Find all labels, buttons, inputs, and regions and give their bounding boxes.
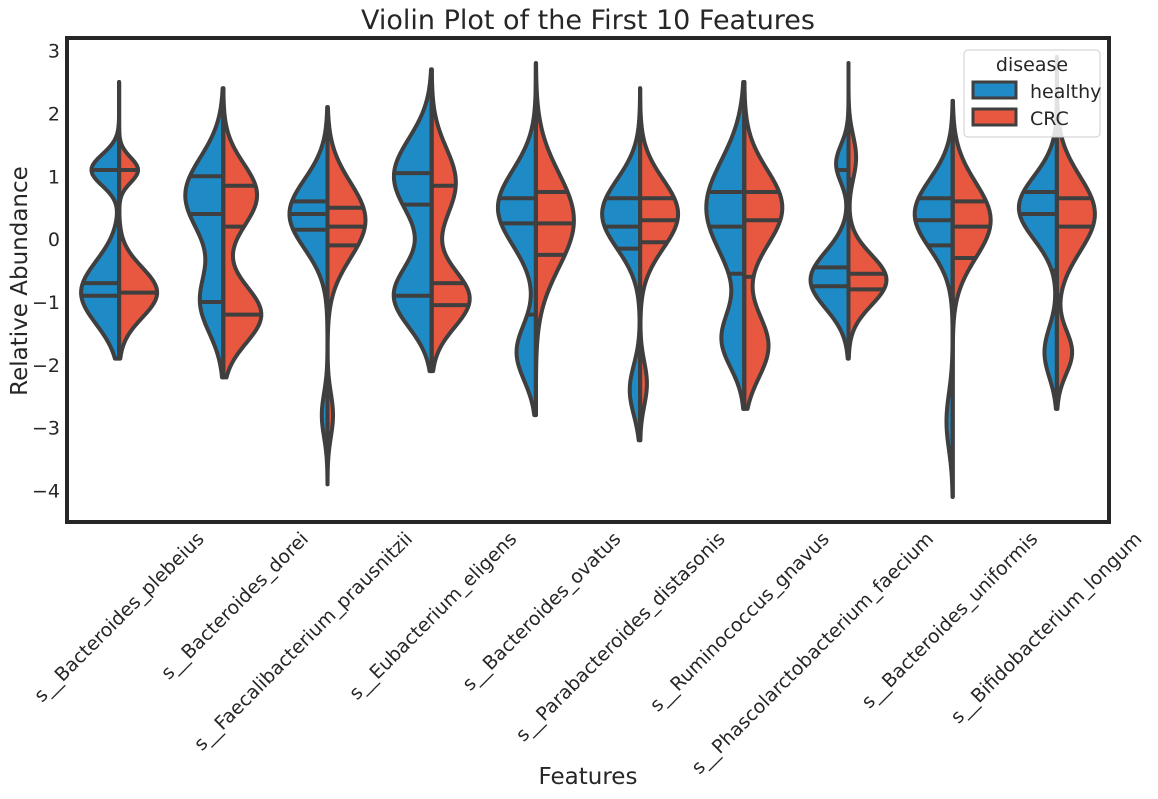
violin-healthy-4 xyxy=(495,61,538,418)
x-axis-ticks: s__Bacteroides_plebeiuss__Bacteroides_do… xyxy=(30,528,1146,779)
y-axis-label: Relative Abundance xyxy=(7,166,33,396)
y-tick-label: −3 xyxy=(32,418,60,440)
violin-crc-8 xyxy=(950,98,993,499)
violin-crc-6 xyxy=(742,80,785,411)
x-tick-label: s__Bifidobacterium_longum xyxy=(946,528,1146,728)
y-tick-label: 1 xyxy=(48,166,60,188)
violin-crc-4 xyxy=(533,61,576,418)
x-tick-label: s__Ruminococcus_gnavus xyxy=(646,528,834,716)
violin-crc-0 xyxy=(117,80,160,361)
x-tick-label: s__Bacteroides_plebeius xyxy=(30,528,209,707)
y-tick-label: −4 xyxy=(32,481,60,503)
legend-swatch-healthy xyxy=(971,80,1018,100)
x-tick-label: s__Eubacterium_eligens xyxy=(345,528,521,704)
y-tick-label: 0 xyxy=(48,229,60,251)
violin-crc-7 xyxy=(846,61,889,361)
y-tick-label: 3 xyxy=(48,41,60,63)
violin-crc-3 xyxy=(429,67,472,374)
x-tick-label: s__Bacteroides_uniformis xyxy=(857,528,1042,713)
violin-healthy-0 xyxy=(79,80,122,361)
violin-layer xyxy=(79,54,1097,499)
plot-frame xyxy=(65,36,1111,524)
chart-title: Violin Plot of the First 10 Features xyxy=(361,5,815,36)
y-tick-label: −2 xyxy=(32,355,60,377)
violin-crc-2 xyxy=(325,105,368,487)
legend-label-healthy: healthy xyxy=(1030,81,1101,103)
violin-healthy-3 xyxy=(391,67,434,374)
violin-crc-5 xyxy=(638,86,681,443)
x-tick-label: s__Parabacteroides_distasonis xyxy=(512,528,730,746)
violin-crc-1 xyxy=(221,86,264,380)
y-tick-label: −1 xyxy=(32,292,60,314)
y-axis-ticks: 3 2 1 0 −1 −2 −3 −4 xyxy=(32,41,60,503)
violin-healthy-7 xyxy=(808,61,851,361)
x-axis-label: Features xyxy=(539,764,638,790)
legend-swatch-crc xyxy=(971,107,1018,127)
violin-healthy-2 xyxy=(287,105,330,487)
violin-healthy-5 xyxy=(600,86,643,443)
violin-healthy-1 xyxy=(183,86,226,380)
y-tick-label: 2 xyxy=(48,103,60,125)
x-tick-label: s__Faecalibacterium_prausnitzii xyxy=(190,528,417,755)
violin-healthy-6 xyxy=(704,80,747,411)
legend-label-crc: CRC xyxy=(1030,108,1069,130)
legend: disease healthy CRC xyxy=(963,49,1101,138)
violin-healthy-8 xyxy=(912,98,955,499)
legend-title: disease xyxy=(996,54,1068,76)
